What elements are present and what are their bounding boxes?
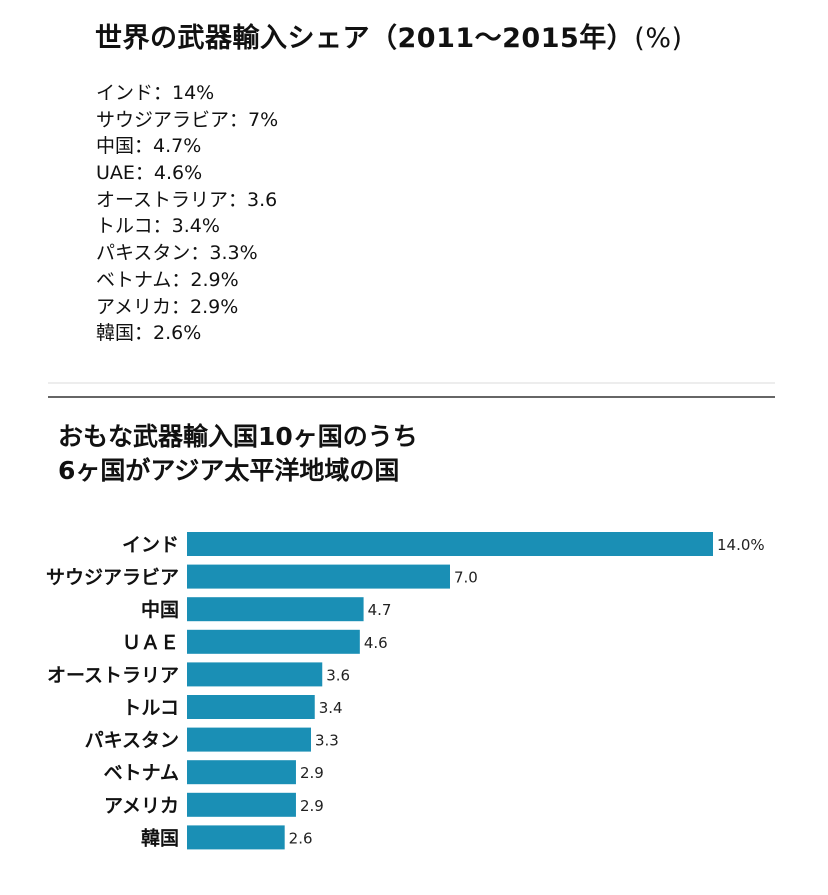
share-list-item: インド：14% [96, 82, 215, 104]
value-label: 14.0% [717, 536, 765, 554]
share-list-item: アメリカ：2.9% [96, 295, 239, 318]
title-text: 世界の武器輸入シェア（2011～2015年） [95, 23, 635, 54]
bar [187, 825, 285, 850]
value-label: 2.9 [300, 764, 324, 782]
value-label: 3.4 [319, 699, 343, 717]
bar [187, 564, 450, 589]
value-label: 3.3 [315, 732, 339, 750]
bar [187, 597, 364, 622]
category-label: トルコ [122, 697, 179, 719]
divider-light [48, 382, 775, 384]
value-label: 3.6 [326, 666, 350, 684]
share-list-item: パキスタン：3.3% [96, 242, 258, 265]
share-list-item: UAE：4.6% [96, 162, 203, 185]
bar [187, 662, 323, 687]
value-label: 7.0 [454, 569, 478, 587]
bar [187, 792, 296, 817]
bar [187, 629, 360, 654]
bar [187, 532, 713, 556]
bar [187, 727, 311, 752]
category-label: ＵＡＥ [122, 632, 179, 654]
subtitle-line-1: おもな武器輸入国10ヶ国のうち [58, 422, 418, 451]
value-label: 4.7 [368, 601, 392, 619]
category-label: 中国 [141, 598, 179, 621]
category-label: インド [122, 534, 179, 556]
title-unit: (%) [634, 23, 683, 54]
category-label: パキスタン [85, 730, 179, 752]
share-list-item: トルコ：3.4% [96, 215, 220, 238]
category-label: 韓国 [141, 826, 179, 849]
value-label: 2.6 [289, 829, 313, 847]
category-label: アメリカ [104, 795, 179, 817]
share-list-item: 中国：4.7% [96, 135, 202, 158]
chart-title: 世界の武器輸入シェア（2011～2015年）(%) [95, 16, 683, 55]
share-list-item: サウジアラビア：7% [96, 108, 279, 131]
share-list-item: 韓国：2.6% [96, 322, 202, 345]
category-label: ベトナム [104, 762, 179, 784]
chart-subtitle: おもな武器輸入国10ヶ国のうち 6ヶ国がアジア太平洋地域の国 [58, 420, 418, 488]
value-label: 2.9 [300, 797, 324, 815]
category-label: サウジアラビア [46, 567, 179, 589]
subtitle-line-2: 6ヶ国がアジア太平洋地域の国 [58, 456, 400, 485]
section-divider [48, 396, 775, 398]
bar [187, 695, 315, 719]
share-list-item: ベトナム：2.9% [96, 268, 239, 291]
value-label: 4.6 [364, 634, 388, 652]
bar-chart: インド 14.0% サウジアラビア 7.0 中国 4.7 ＵＡＥ 4.6 オーストラリア 3.6 ト… [46, 532, 765, 850]
share-list-item: オーストラリア：3.6 [96, 188, 278, 211]
category-label: オーストラリア [47, 664, 179, 686]
bar [187, 760, 296, 785]
share-list: インド：14% サウジアラビア：7% 中国：4.7% UAE：4.6% オースト… [96, 80, 278, 347]
